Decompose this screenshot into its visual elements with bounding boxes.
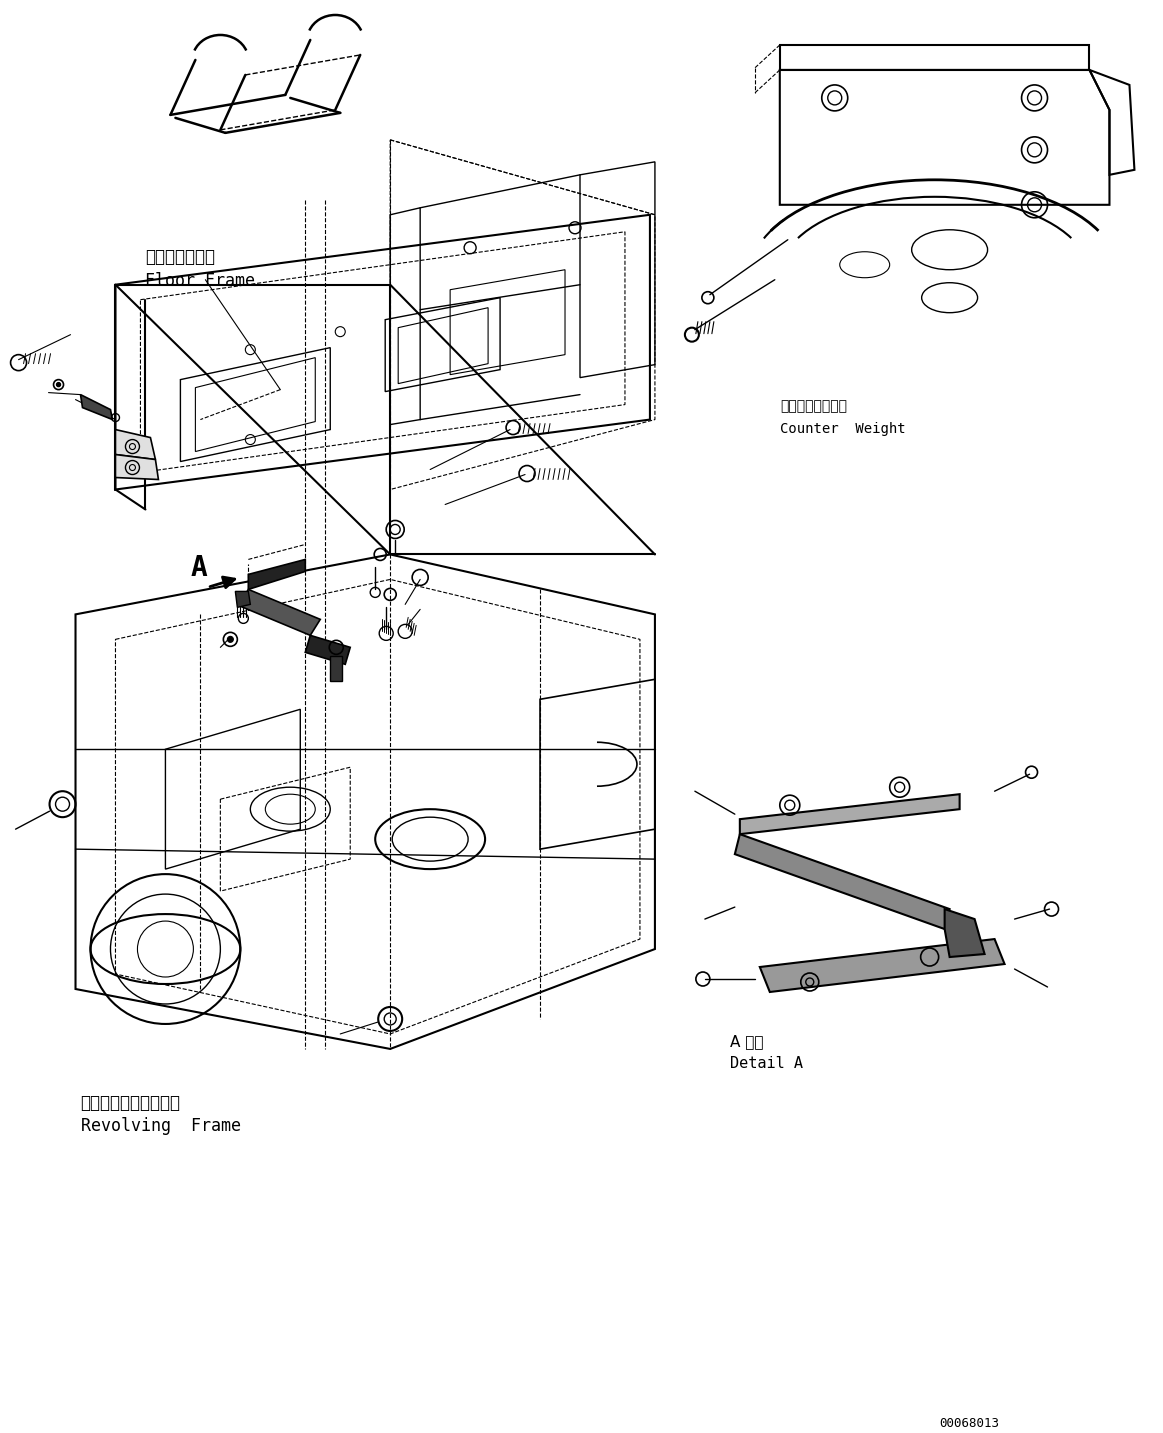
Text: カウンタウエイト: カウンタウエイト bbox=[780, 400, 847, 414]
Polygon shape bbox=[944, 909, 985, 957]
Polygon shape bbox=[305, 635, 350, 665]
Circle shape bbox=[227, 636, 234, 642]
Text: 00068013: 00068013 bbox=[940, 1417, 1000, 1430]
Text: Revolving  Frame: Revolving Frame bbox=[80, 1116, 241, 1135]
Polygon shape bbox=[740, 794, 959, 834]
Text: レボルビングフレーム: レボルビングフレーム bbox=[80, 1093, 180, 1112]
Bar bbox=[330, 656, 342, 681]
Polygon shape bbox=[249, 559, 305, 589]
Text: Counter  Weight: Counter Weight bbox=[780, 421, 906, 436]
Text: Detail A: Detail A bbox=[730, 1056, 802, 1070]
Text: A 詳細: A 詳細 bbox=[730, 1035, 763, 1049]
Text: Floor Frame: Floor Frame bbox=[145, 272, 256, 289]
Circle shape bbox=[57, 383, 60, 387]
Polygon shape bbox=[759, 939, 1005, 992]
Text: フロアフレーム: フロアフレーム bbox=[145, 248, 215, 265]
Polygon shape bbox=[115, 454, 158, 480]
Polygon shape bbox=[735, 834, 950, 929]
Text: A: A bbox=[191, 555, 207, 582]
Polygon shape bbox=[115, 430, 156, 460]
Polygon shape bbox=[235, 592, 250, 608]
Polygon shape bbox=[238, 589, 320, 635]
Polygon shape bbox=[80, 394, 113, 420]
Circle shape bbox=[56, 797, 70, 811]
